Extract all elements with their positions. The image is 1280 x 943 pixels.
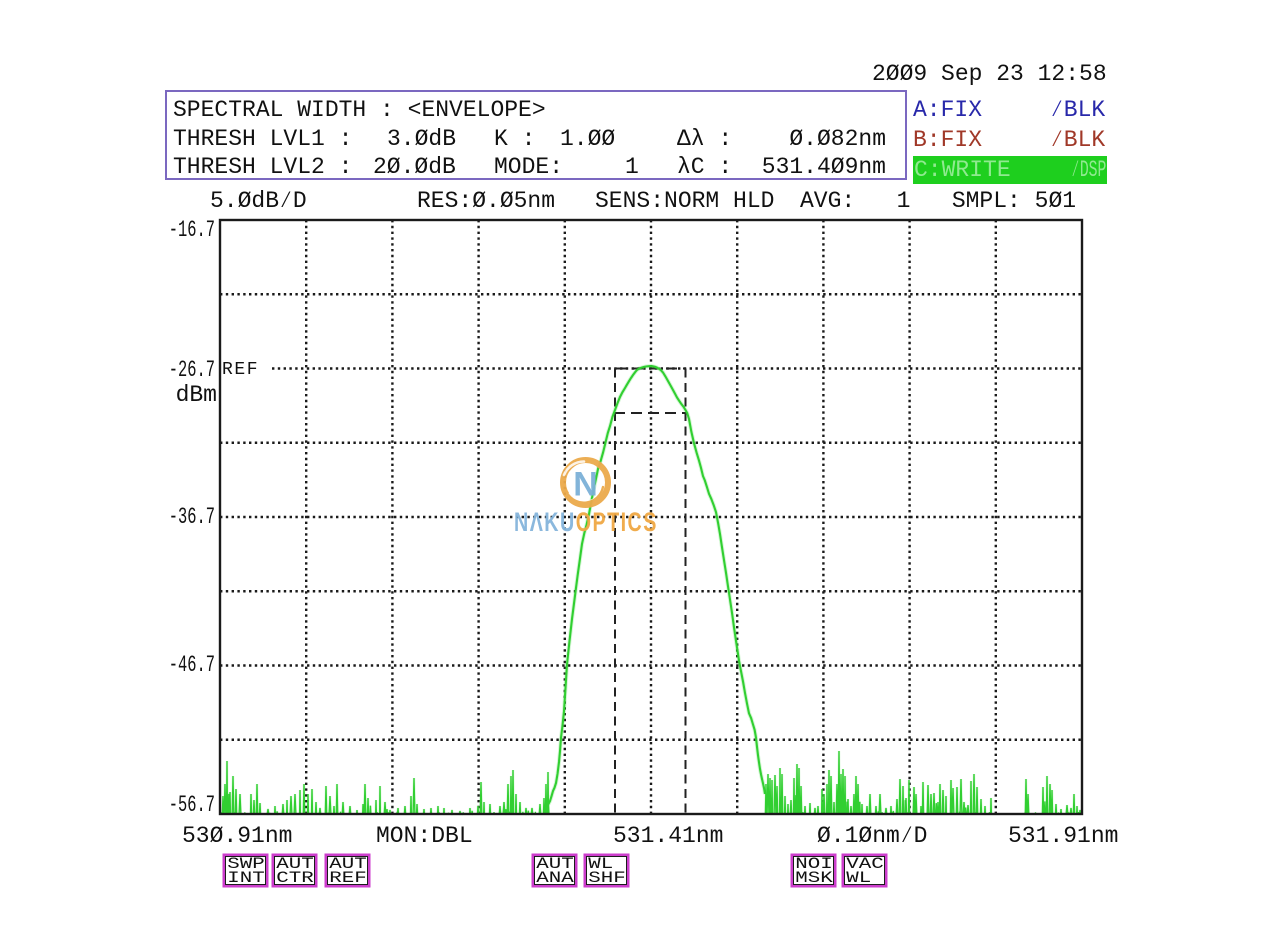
svg-text:N: N	[573, 466, 598, 504]
